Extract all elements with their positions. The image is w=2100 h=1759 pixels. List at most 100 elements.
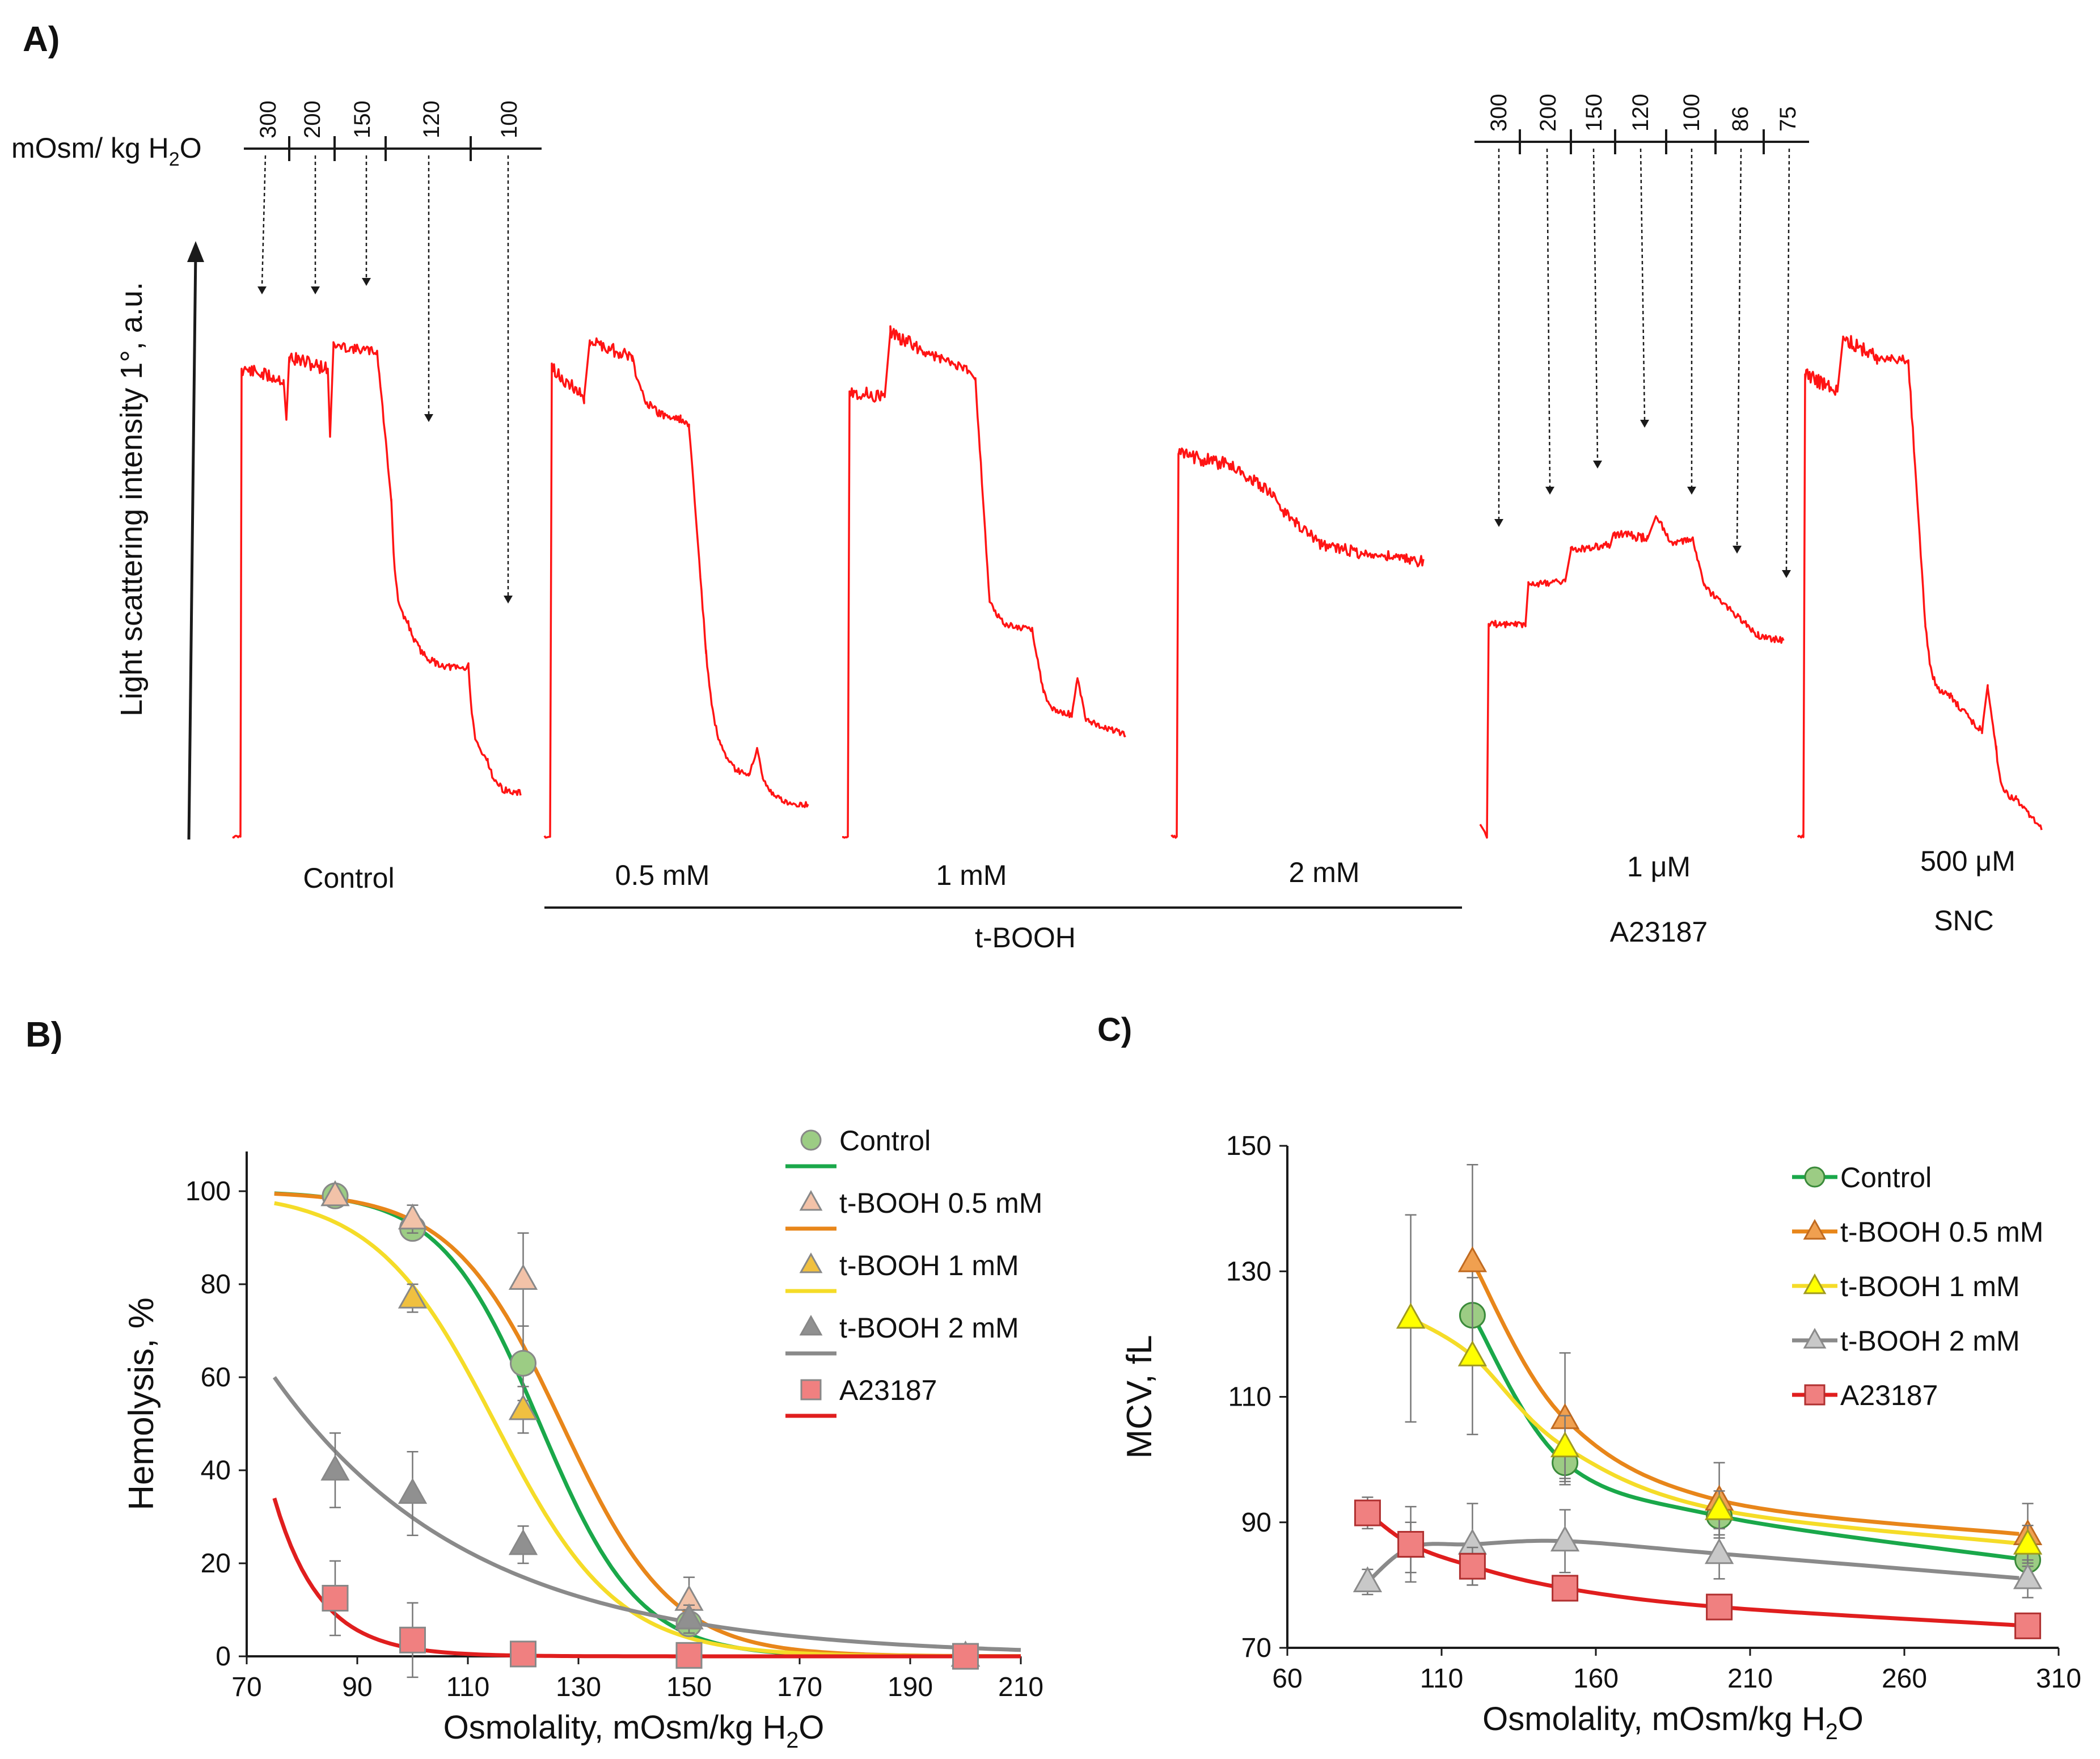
curve-1	[274, 1192, 1021, 1659]
label-snc-conc: 500 μM	[1920, 845, 2016, 877]
point-4-86	[322, 1585, 349, 1612]
scale-arrowhead-200	[311, 286, 320, 294]
curve-0	[274, 1191, 1021, 1659]
scale-arrow-150	[1592, 148, 1599, 461]
scale-arrow-300	[261, 155, 267, 287]
scale-arrow-120	[1640, 148, 1646, 420]
legend-marker-2	[799, 1252, 823, 1273]
label-a23187: A23187	[1610, 916, 1708, 948]
point-3-300	[2013, 1563, 2043, 1589]
point-0-150	[675, 1610, 703, 1638]
point-4-100	[399, 1626, 426, 1653]
trace-tbooh-05	[543, 337, 809, 839]
label-tbooh-1: 1 mM	[936, 859, 1007, 891]
scale-arrowhead-120	[1640, 420, 1649, 428]
y-tick-label-70: 70	[1241, 1633, 1271, 1663]
trace-tbooh-1	[842, 325, 1126, 839]
y-axis-label: Hemolysis, %	[122, 1297, 161, 1511]
legend-marker-0	[800, 1129, 822, 1151]
x-tick-label-260: 260	[1882, 1664, 1927, 1694]
x-tick-label-110: 110	[1420, 1664, 1464, 1694]
scale-label-150: 150	[350, 100, 375, 138]
scale-arrowhead-120	[424, 414, 433, 422]
x-tick-label-210: 210	[1727, 1664, 1773, 1694]
scale-unit-label: mOsm/ kg H2O	[11, 132, 202, 170]
point-3-120	[1457, 1528, 1488, 1555]
panel-a-label: A)	[23, 20, 60, 59]
scattering-traces	[232, 325, 2043, 839]
legend-label-4: A23187	[839, 1374, 937, 1406]
x-tick-label-130: 130	[556, 1672, 601, 1702]
legend-label-1: t-BOOH 0.5 mM	[1840, 1216, 2043, 1248]
curve-3	[272, 1376, 1021, 1652]
legend-label-2: t-BOOH 1 mM	[1840, 1271, 2020, 1302]
point-4-120	[1459, 1553, 1486, 1580]
scale-label-300: 300	[1486, 94, 1511, 132]
y-tick-label-90: 90	[1241, 1508, 1271, 1538]
y-tick-label-20: 20	[201, 1549, 231, 1579]
scale-arrow-86	[1736, 148, 1742, 546]
scale-label-75: 75	[1776, 107, 1801, 132]
scale-arrowhead-150	[1593, 461, 1602, 469]
scale-label-120: 120	[1628, 94, 1653, 132]
label-snc: SNC	[1934, 905, 1994, 937]
point-1-200	[1704, 1484, 1734, 1511]
x-tick-label-90: 90	[342, 1672, 372, 1702]
scale-arrowhead-300	[257, 286, 267, 294]
x-axis-label: Osmolality, mOsm/kg H2O	[443, 1709, 825, 1753]
legend-label-0: Control	[1840, 1162, 1932, 1193]
curve-4	[1366, 1511, 2019, 1627]
point-0-150	[1552, 1449, 1579, 1477]
scale-label-300: 300	[256, 100, 281, 138]
scale-arrowhead-150	[362, 278, 371, 286]
point-2-200	[950, 1640, 981, 1667]
scale-label-120: 120	[419, 100, 444, 138]
legend-label-3: t-BOOH 2 mM	[839, 1312, 1019, 1344]
y-tick-label-60: 60	[201, 1363, 231, 1393]
point-2-100	[1396, 1302, 1426, 1329]
point-0-100	[399, 1215, 426, 1242]
point-2-300	[2013, 1528, 2043, 1555]
legend-marker-0	[1804, 1166, 1826, 1188]
point-4-86	[1354, 1499, 1381, 1526]
x-tick-label-60: 60	[1272, 1664, 1302, 1694]
point-1-120	[1457, 1246, 1488, 1272]
point-4-200	[952, 1643, 979, 1670]
y-tick-label-40: 40	[201, 1456, 231, 1486]
point-0-300	[2014, 1546, 2042, 1574]
y-tick-label-150: 150	[1226, 1131, 1271, 1161]
point-3-200	[1704, 1538, 1734, 1564]
legend-label-2: t-BOOH 1 mM	[839, 1250, 1019, 1281]
point-0-200	[1706, 1503, 1733, 1530]
point-3-150	[674, 1603, 704, 1630]
legend-marker-3	[799, 1314, 823, 1336]
x-tick-label-190: 190	[888, 1672, 933, 1702]
curve-1	[1471, 1260, 2019, 1536]
point-1-150	[1550, 1403, 1580, 1429]
osmolality-scale-right: 300 200 150 120 100 86 75	[1474, 94, 1809, 578]
label-tbooh-2: 2 mM	[1289, 857, 1360, 888]
legend-label-0: Control	[839, 1125, 931, 1157]
scale-arrowhead-100	[1687, 487, 1696, 495]
y-axis-arrowhead	[187, 241, 204, 262]
x-tick-label-160: 160	[1573, 1664, 1619, 1694]
scale-label-150: 150	[1582, 94, 1607, 132]
panel-a-traces: A) mOsm/ kg H2O Light scattering intensi…	[11, 20, 2043, 954]
point-4-150	[1552, 1575, 1579, 1602]
x-tick-label-170: 170	[777, 1672, 822, 1702]
point-2-150	[674, 1603, 704, 1630]
curve-0	[1471, 1314, 2019, 1561]
curve-2	[274, 1201, 1021, 1659]
label-control: Control	[303, 862, 394, 894]
point-4-100	[1397, 1530, 1425, 1558]
scale-arrowhead-300	[1494, 519, 1503, 527]
point-2-100	[398, 1282, 428, 1309]
point-0-200	[952, 1643, 979, 1670]
legend-marker-4	[1804, 1384, 1826, 1406]
x-tick-label-310: 310	[2036, 1664, 2081, 1694]
scale-arrowhead-100	[504, 596, 513, 604]
y-tick-label-80: 80	[201, 1269, 231, 1300]
curve-2	[1409, 1317, 2019, 1546]
curve-3	[1366, 1538, 2019, 1584]
x-tick-label-210: 210	[998, 1672, 1043, 1702]
